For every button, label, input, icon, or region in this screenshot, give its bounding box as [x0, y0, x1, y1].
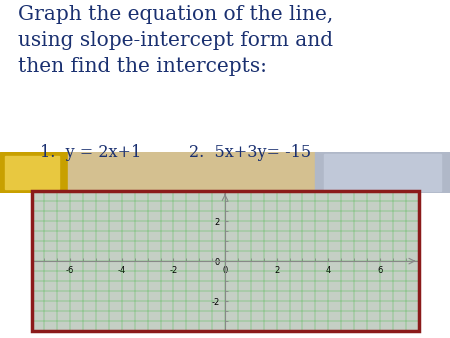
Bar [0, 152, 68, 193]
Bar [324, 154, 441, 191]
Text: Graph the equation of the line,
using slope-intercept form and
then find the int: Graph the equation of the line, using sl… [18, 5, 333, 76]
Text: 1.  y = 2x+1: 1. y = 2x+1 [40, 144, 142, 161]
Text: 2.  5x+3y= -15: 2. 5x+3y= -15 [189, 144, 311, 161]
Bar [315, 152, 450, 193]
Bar [68, 152, 315, 193]
Bar [4, 156, 59, 189]
